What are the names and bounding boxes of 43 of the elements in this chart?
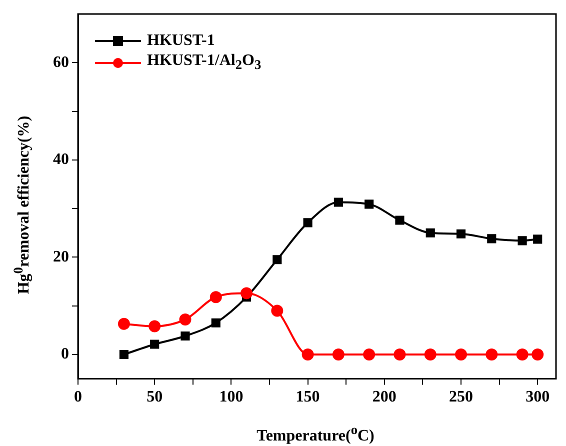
legend-label: HKUST-1 — [147, 32, 215, 50]
x-tick-label: 100 — [219, 388, 244, 406]
point — [302, 348, 314, 360]
x-tick-label: 150 — [296, 388, 320, 406]
point — [518, 236, 527, 246]
y-tick-label: 60 — [53, 54, 69, 71]
point — [516, 348, 528, 360]
y-tick-label: 40 — [53, 151, 69, 168]
y-tick-label: 20 — [53, 248, 69, 266]
point — [211, 318, 220, 328]
point — [395, 216, 404, 225]
point — [424, 348, 436, 360]
point — [426, 228, 435, 238]
point — [119, 350, 128, 360]
point — [303, 218, 312, 228]
point — [334, 198, 343, 207]
point — [533, 234, 542, 244]
point — [394, 348, 406, 360]
point — [271, 304, 284, 317]
point — [455, 348, 468, 360]
x-tick-label: 50 — [146, 388, 163, 406]
point — [118, 318, 130, 330]
x-tick-label: 200 — [372, 388, 396, 406]
x-axis-title: Temperature($^{o}$C) — [256, 422, 376, 446]
legend-label: HKUST-1/Al$_{2}$O$_{3}$ — [147, 52, 262, 74]
point — [363, 348, 376, 360]
point — [180, 331, 190, 341]
point — [487, 234, 496, 244]
x-tick-label: 300 — [526, 388, 550, 406]
point — [486, 348, 498, 360]
point — [364, 200, 374, 209]
x-tick-label: 0 — [74, 388, 82, 406]
point — [150, 340, 160, 349]
point — [332, 348, 344, 360]
x-tick-label: 250 — [449, 388, 474, 406]
y-tick-label: 0 — [61, 346, 69, 363]
point — [272, 255, 282, 264]
point — [240, 287, 253, 300]
point — [148, 320, 161, 332]
point — [456, 229, 466, 238]
point — [179, 313, 192, 326]
point — [532, 348, 544, 360]
point — [210, 291, 222, 304]
